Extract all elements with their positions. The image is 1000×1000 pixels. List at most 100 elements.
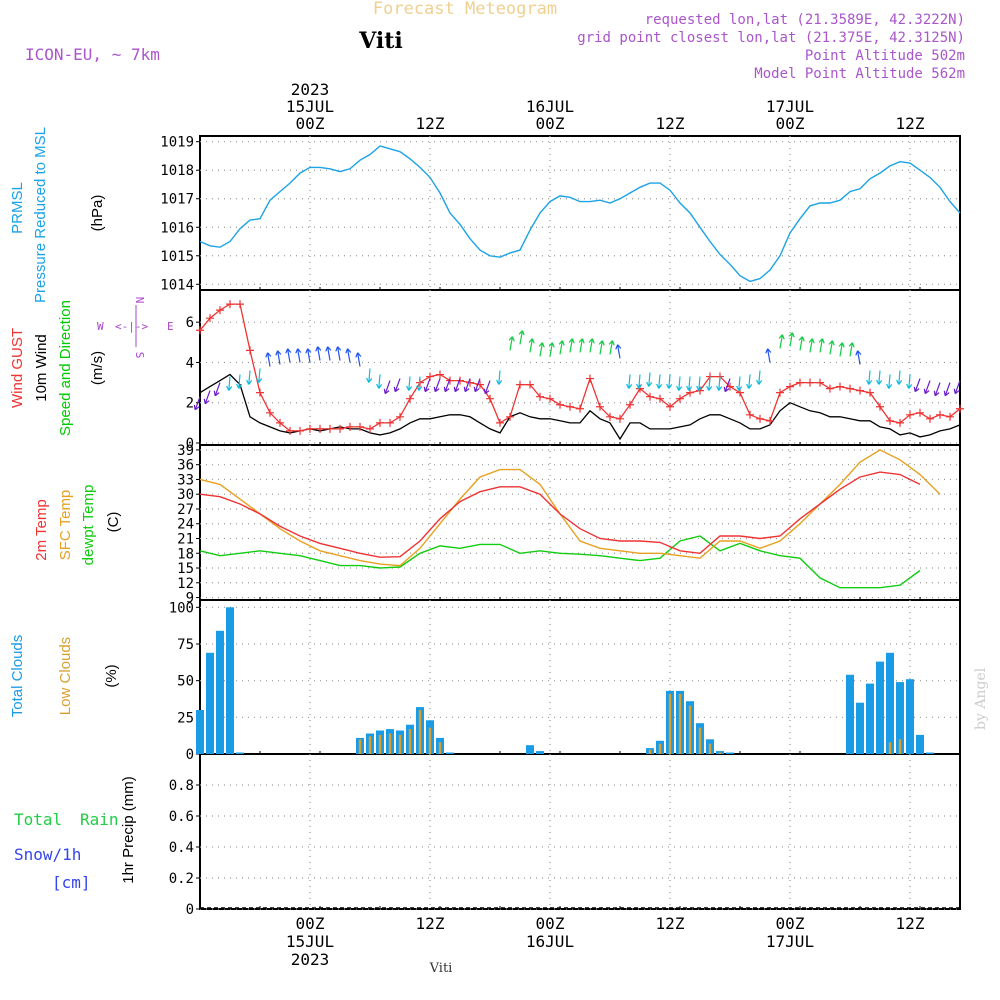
precip-snow-unit: [cm] [52, 873, 91, 892]
gust-marker [276, 418, 284, 427]
wind-10m-label: 10m Wind [33, 334, 50, 402]
compass-s: S [133, 352, 146, 359]
y-tick-label: 36 [177, 458, 194, 474]
total-clouds-label: Total Clouds [9, 635, 26, 718]
wind-direction-arrow [416, 376, 423, 391]
wind-direction-arrow [443, 378, 451, 393]
wind-direction-arrow [383, 380, 391, 395]
gust-marker [356, 422, 364, 431]
wind-direction-arrow [295, 348, 302, 363]
axes-layer: 1014101510161017101810190246912151821242… [160, 80, 961, 969]
wind-direction-arrow [896, 370, 903, 385]
wind-direction-arrow [838, 342, 845, 357]
gust-marker [556, 400, 564, 409]
top-time-label: 00Z [776, 114, 805, 133]
wind-direction-arrow [568, 338, 575, 353]
wind-direction-arrow [855, 350, 862, 365]
wind-direction-arrow [866, 370, 873, 385]
wind-direction-arrow [406, 376, 413, 391]
wind-direction-arrow [788, 332, 795, 347]
total-cloud-bar [926, 752, 934, 754]
top-time-label: 2023 [291, 80, 330, 99]
temp-sfc-label: SFC Temp [57, 490, 74, 561]
y-tick-label: 4 [186, 355, 194, 371]
wind-direction-arrow [798, 336, 805, 351]
wind-direction-arrow [345, 348, 352, 363]
gust-marker [926, 414, 934, 423]
wind-direction-arrow [676, 376, 683, 391]
wind-direction-arrow [453, 378, 461, 393]
compass-n: N [133, 297, 146, 304]
gust-marker [646, 392, 654, 401]
low-cloud-bar [888, 742, 892, 754]
temp-dewpt-label: dewpt Temp [80, 485, 97, 566]
bottom-time-label: 00Z [296, 914, 325, 933]
y-tick-label: 1014 [160, 277, 194, 293]
low-cloud-bar [658, 743, 662, 754]
wind-direction-arrow [315, 346, 322, 361]
y-tick-label: 33 [177, 472, 194, 488]
y-tick-label: 50 [177, 674, 194, 690]
total-cloud-bar [856, 702, 864, 754]
wind-speed-line [199, 373, 961, 441]
wind-direction-arrow [696, 376, 703, 391]
wind-direction-arrow [876, 370, 883, 385]
wind-direction-arrow [588, 338, 595, 353]
wind-direction-arrow [636, 374, 643, 389]
gust-marker [896, 418, 904, 427]
gust-marker [836, 382, 844, 391]
bottom-time-label: 12Z [896, 914, 925, 933]
low-cloud-bar [718, 752, 722, 754]
wind-direction-arrow [818, 338, 825, 353]
total-cloud-bar [536, 751, 544, 754]
gust-marker [876, 402, 884, 411]
y-tick-label: 18 [177, 546, 194, 562]
gust-marker [656, 394, 664, 403]
low-cloud-bar [418, 710, 422, 754]
gust-marker [676, 394, 684, 403]
model-altitude: Model Point Altitude 562m [754, 66, 965, 82]
precip-total-label: Total [14, 810, 62, 829]
sfc-temp-line [199, 449, 941, 567]
y-tick-label: 6 [186, 315, 194, 331]
total-cloud-bar [726, 752, 734, 754]
wind-direction-arrow [558, 340, 565, 355]
low-clouds-label: Low Clouds [57, 637, 74, 715]
gust-marker [626, 400, 634, 409]
wind-unit: (m/s) [89, 351, 106, 385]
gust-marker [306, 424, 314, 433]
gust-marker [296, 426, 304, 435]
prmsl-label: PRMSL [9, 182, 26, 234]
panel-frame [199, 135, 961, 291]
gust-marker [826, 384, 834, 393]
wind-direction-arrow [376, 374, 383, 389]
precip-unit: 1hr Precip (mm) [120, 776, 137, 884]
gust-marker [536, 392, 544, 401]
low-cloud-bar [408, 729, 412, 754]
wind-direction-arrow [265, 352, 272, 367]
gust-marker [936, 410, 944, 419]
gust-marker [736, 388, 744, 397]
wind-direction-arrow [716, 376, 723, 391]
total-cloud-bar [886, 652, 894, 754]
low-cloud-bar [668, 693, 672, 754]
bottom-time-label: 00Z [776, 914, 805, 933]
y-tick-label: 24 [177, 517, 194, 533]
wind-direction-arrow [226, 376, 233, 391]
dewpt-temp-line [199, 535, 921, 589]
gust-marker [336, 424, 344, 433]
gust-marker [396, 412, 404, 421]
y-tick-label: 27 [177, 502, 194, 518]
wind-direction-arrow [578, 338, 585, 353]
wind-direction-arrow [706, 376, 713, 391]
prmsl-line [199, 145, 961, 283]
total-cloud-bar [906, 679, 914, 754]
gust-marker [946, 412, 954, 421]
gust-marker [226, 300, 234, 309]
top-time-label: 12Z [656, 114, 685, 133]
wind-direction-arrow [906, 374, 913, 389]
gust-marker [316, 424, 324, 433]
top-time-label: 17JUL [766, 97, 814, 116]
wind-direction-arrow [608, 340, 615, 355]
compass-w: W [97, 320, 104, 333]
